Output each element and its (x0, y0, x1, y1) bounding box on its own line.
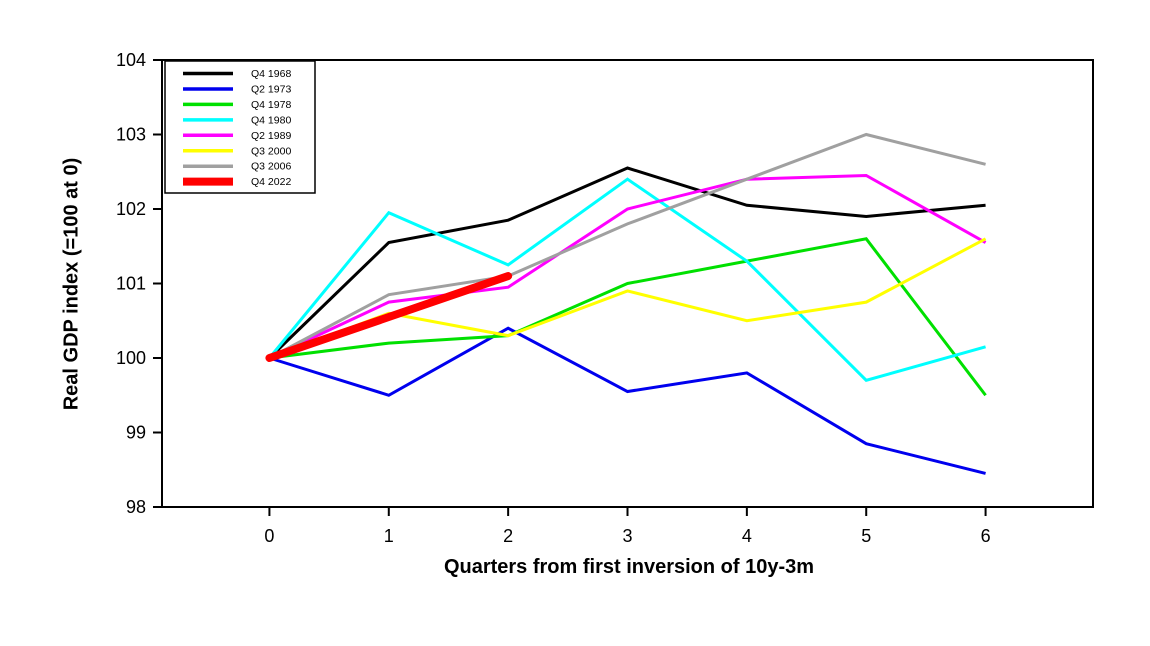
x-tick-label: 5 (861, 526, 871, 546)
y-axis-title-text: Real GDP index (=100 at 0) (60, 157, 83, 411)
series-line-q4-2022 (265, 272, 513, 362)
series-line-q4-1968 (268, 166, 986, 360)
legend: Q4 1968 Q2 1973 Q4 1978 Q4 1980 Q2 1989 Q3 20… (164, 60, 316, 194)
series-line-q3-2006 (268, 132, 986, 360)
legend-label-q4-1980: Q4 1980 (251, 114, 291, 126)
y-tick-label: 101 (116, 274, 146, 294)
x-tick-label: 1 (384, 526, 394, 546)
legend-label-q2-1973: Q2 1973 (251, 83, 291, 95)
legend-label-q3-2006: Q3 2006 (251, 161, 291, 173)
x-tick-label: 3 (622, 526, 632, 546)
legend-label-q4-1978: Q4 1978 (251, 99, 291, 111)
x-tick-label: 0 (264, 526, 274, 546)
y-tick-label: 99 (126, 423, 146, 443)
x-axis-title-text: Quarters from first inversion of 10y-3m (443, 556, 815, 578)
legend-label-q4-1968: Q4 1968 (251, 68, 291, 80)
legend-label-q4-2022: Q4 2022 (251, 176, 291, 188)
y-tick-label: 98 (126, 497, 146, 517)
x-tick-label: 2 (503, 526, 513, 546)
legend-box (164, 60, 316, 194)
legend-label-q3-2000: Q3 2000 (251, 145, 291, 157)
y-tick-label: 103 (116, 125, 146, 145)
series-line-q2-1973 (268, 326, 986, 475)
legend-label-q2-1989: Q2 1989 (251, 130, 291, 142)
y-tick-label: 102 (116, 199, 146, 219)
y-axis-title: Real GDP index (=100 at 0) (61, 158, 84, 411)
x-tick-label: 4 (742, 526, 752, 546)
series-line-q2-1989 (268, 173, 987, 360)
y-tick-label: 100 (116, 348, 146, 368)
x-tick-label: 6 (981, 526, 991, 546)
series-line-q4-1978 (269, 237, 987, 397)
x-axis-title: Quarters from first inversion of 10y-3m (0, 556, 1150, 579)
series-line-q4-1980 (268, 177, 986, 383)
y-tick-label: 104 (116, 50, 146, 70)
